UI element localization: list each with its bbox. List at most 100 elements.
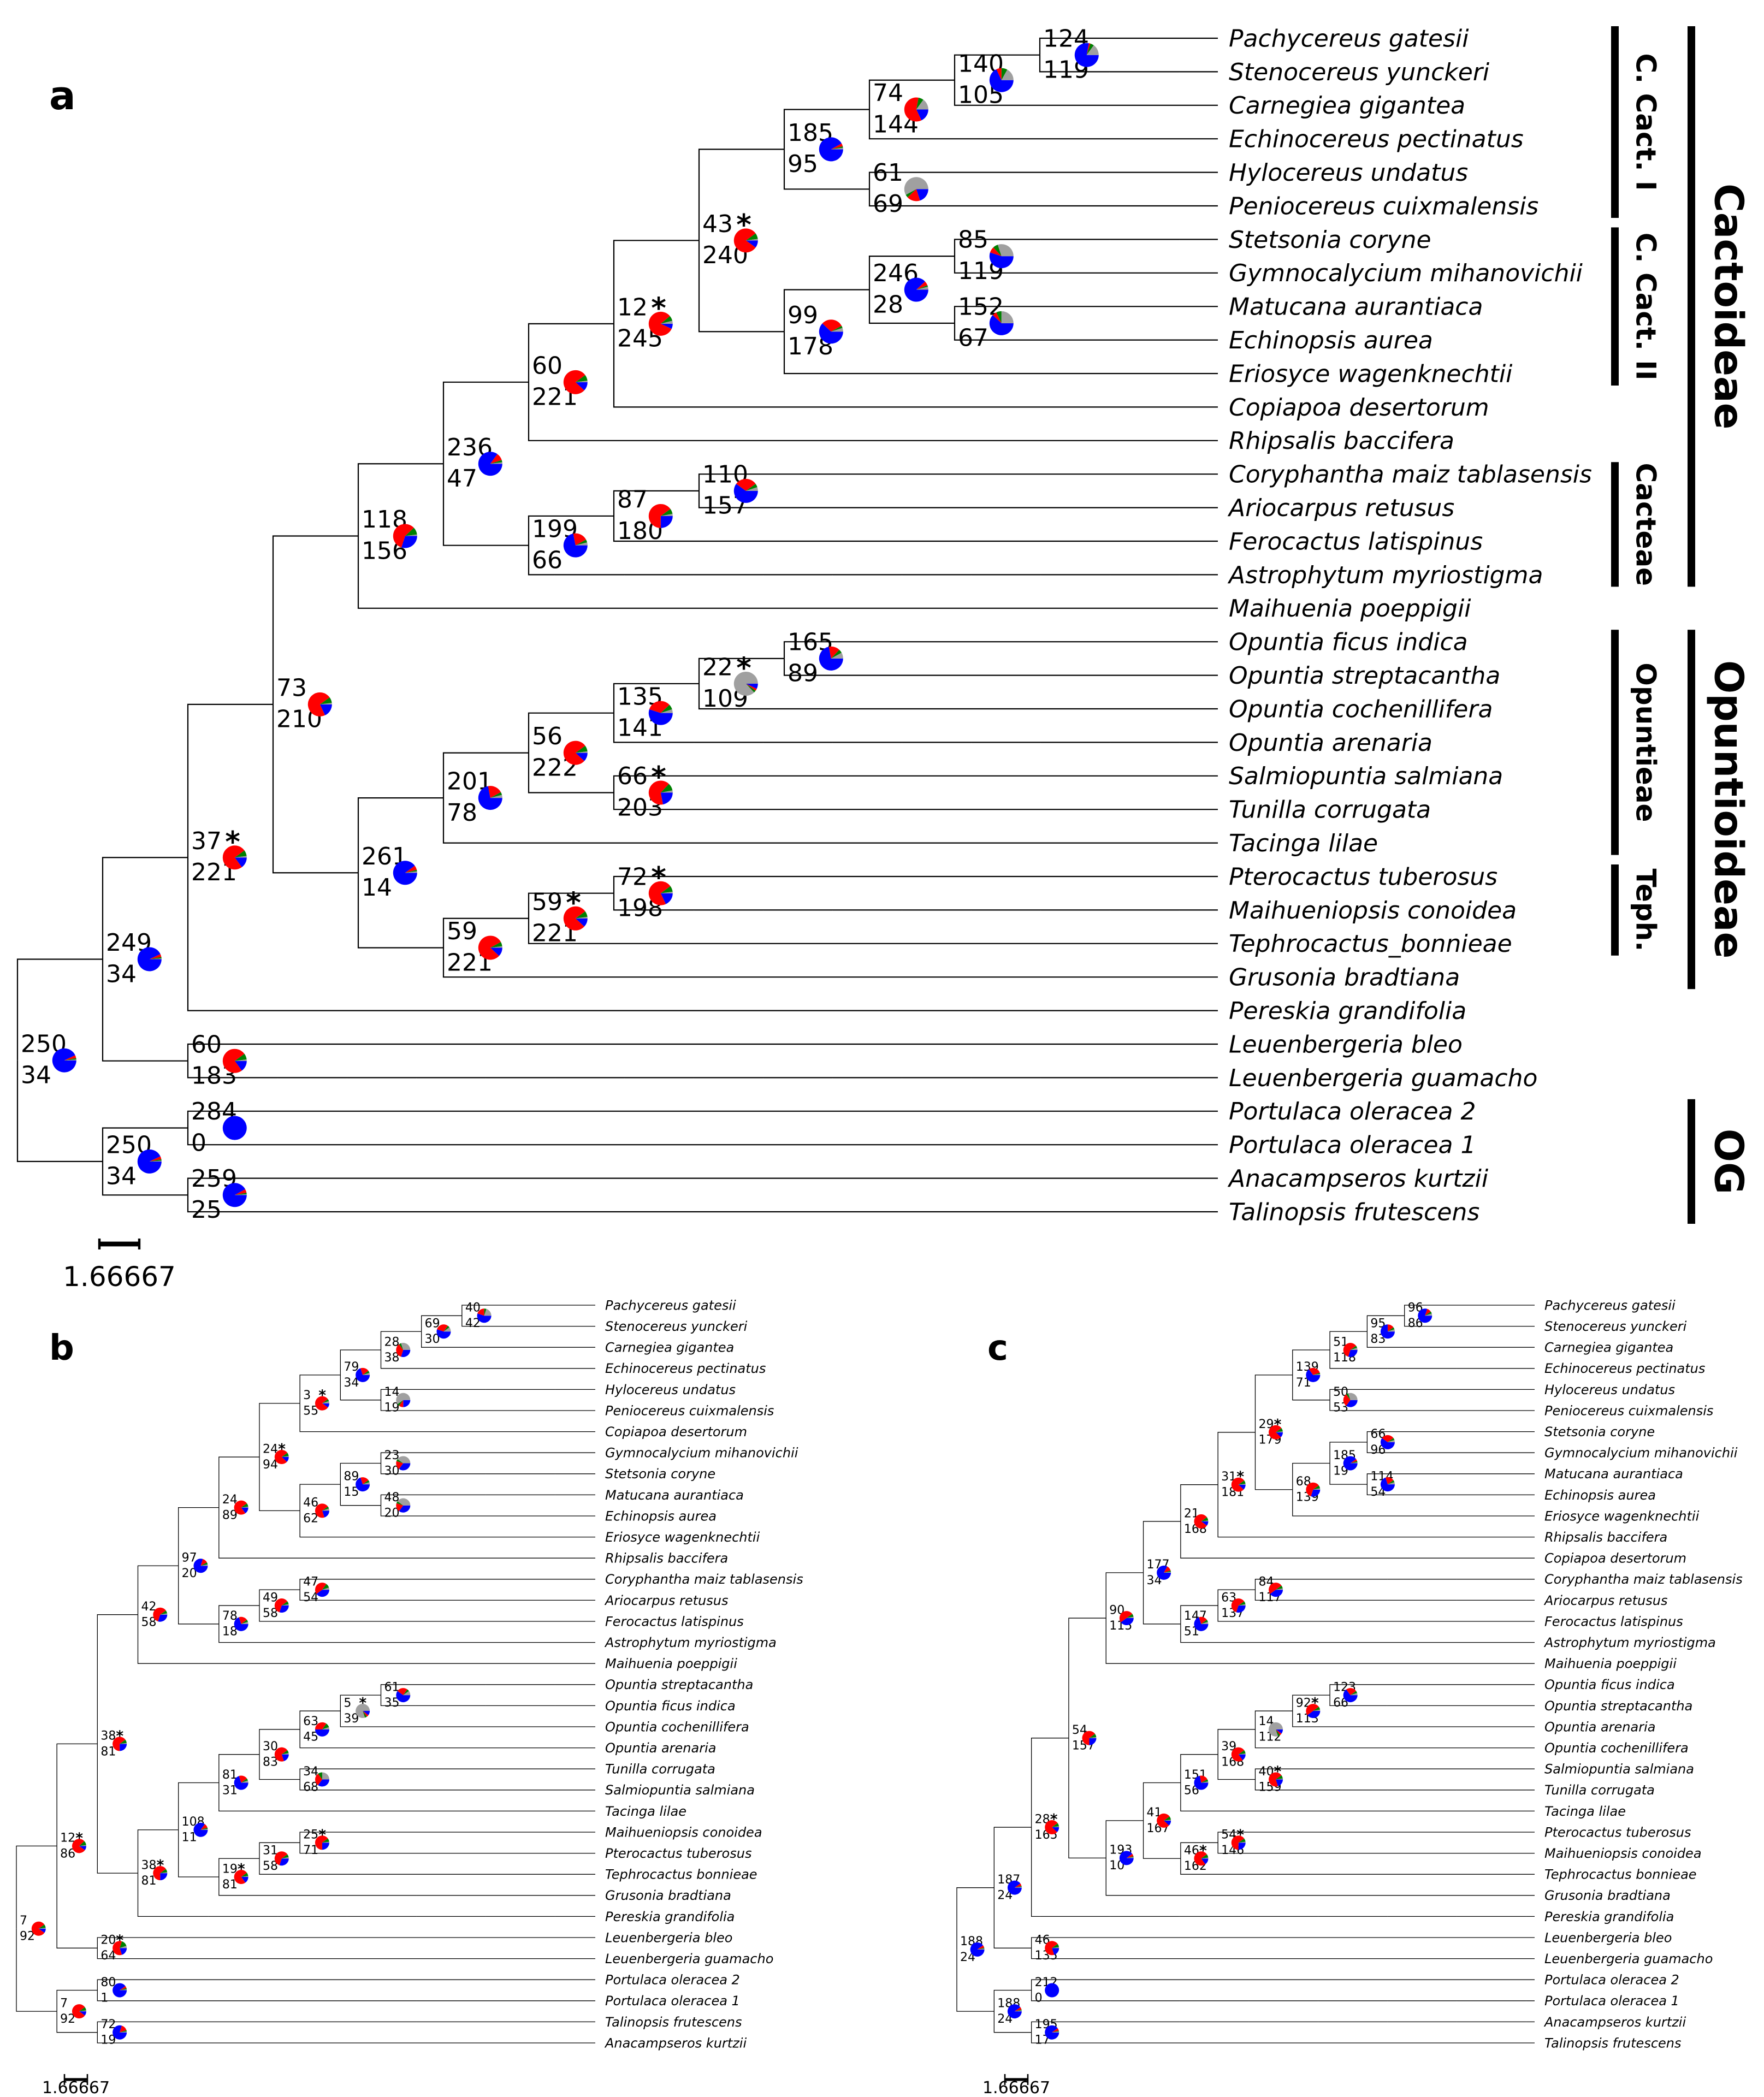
pie-chart — [1269, 1583, 1283, 1597]
branch — [299, 1710, 341, 1729]
branch — [56, 1743, 98, 1846]
branch — [259, 1858, 595, 1875]
branch — [1404, 1316, 1535, 1327]
pie-chart — [563, 906, 588, 931]
scale-label: 1.66667 — [982, 2078, 1050, 2097]
taxon-label: Astrophytum myriostigma — [1227, 561, 1543, 589]
branch — [340, 1484, 381, 1506]
node-support-top: 87 — [617, 486, 648, 514]
branch — [218, 1605, 259, 1624]
node-support: 355* — [303, 1387, 329, 1418]
branch — [613, 490, 699, 516]
branch — [613, 683, 699, 713]
branch — [259, 1403, 300, 1458]
taxon-label: Opuntia cochenillifera — [1544, 1740, 1689, 1756]
pie-chart — [234, 1870, 248, 1885]
pie-chart — [478, 452, 502, 476]
taxon-label: Stenocereus yunckeri — [1544, 1319, 1687, 1334]
pie-chart — [1007, 1880, 1022, 1895]
taxon-label: Grusonia bradtiana — [1229, 964, 1460, 992]
branch — [380, 1452, 595, 1464]
branch — [299, 1484, 341, 1511]
branch — [1105, 1618, 1535, 1664]
pie-chart — [315, 1835, 329, 1850]
pie-chart — [315, 1583, 329, 1597]
taxon-label: Eriosyce wagenknechtii — [1229, 360, 1513, 388]
clade-label: Teph. — [1630, 869, 1662, 952]
branch — [1254, 1779, 1535, 1791]
branch — [178, 1829, 219, 1877]
branch — [340, 1349, 381, 1375]
taxon-label: Peniocereus cuixmalensis — [1544, 1403, 1713, 1418]
pie-chart — [274, 1450, 289, 1465]
branch — [97, 1937, 595, 1948]
branch — [56, 1989, 98, 2012]
clade-bar — [1611, 462, 1619, 587]
node-support-top: 99 — [788, 301, 818, 329]
taxon-label: Opuntia ficus indica — [1544, 1677, 1675, 1692]
taxon-label: Eriosyce wagenknechtii — [605, 1530, 760, 1545]
node-support-top: 66 — [617, 762, 648, 790]
branch — [698, 473, 1218, 491]
branch — [340, 1695, 381, 1711]
pie-chart — [1343, 1393, 1358, 1407]
pie-chart — [989, 311, 1014, 335]
taxon-label: Opuntia streptacantha — [1229, 662, 1500, 690]
branch — [299, 1843, 595, 1854]
branch — [868, 79, 955, 110]
pie-chart — [153, 1607, 168, 1622]
branch — [954, 256, 1218, 274]
branch — [993, 1827, 1032, 1888]
taxon-label: Tunilla corrugata — [1229, 796, 1431, 824]
branch — [528, 753, 614, 793]
branch — [1180, 1624, 1535, 1643]
branch — [613, 516, 1218, 542]
taxon-label: Ariocarpus retusus — [1543, 1593, 1667, 1608]
branch — [259, 1842, 300, 1859]
branch — [442, 381, 529, 464]
branch — [1254, 1729, 1535, 1749]
pie-chart — [1194, 1616, 1209, 1631]
taxon-label: Opuntia arenaria — [1229, 729, 1432, 757]
branch — [218, 1456, 259, 1508]
branch — [868, 256, 955, 290]
pie-chart — [648, 503, 673, 528]
branch — [97, 1744, 138, 1874]
branch — [97, 1979, 595, 1991]
branch — [442, 464, 529, 546]
branch — [299, 1375, 341, 1403]
branch — [380, 1505, 595, 1517]
pie-chart — [648, 780, 673, 805]
taxon-label: Ariocarpus retusus — [1227, 494, 1454, 522]
taxon-label: Anacampseros kurtzii — [1227, 1165, 1489, 1193]
taxon-label: Tacinga lilae — [605, 1804, 686, 1819]
branch — [380, 1695, 595, 1707]
branch — [187, 703, 273, 858]
branch — [1217, 1843, 1535, 1854]
taxon-label: Opuntia cochenillifera — [605, 1719, 749, 1734]
branch — [178, 1507, 219, 1566]
panel-label: a — [49, 73, 76, 119]
pie-chart — [356, 1477, 370, 1492]
branch — [259, 1606, 595, 1622]
taxon-label: Maihueniopsis conoidea — [605, 1824, 762, 1840]
taxon-label: Salmiopuntia salmiana — [1229, 762, 1503, 790]
